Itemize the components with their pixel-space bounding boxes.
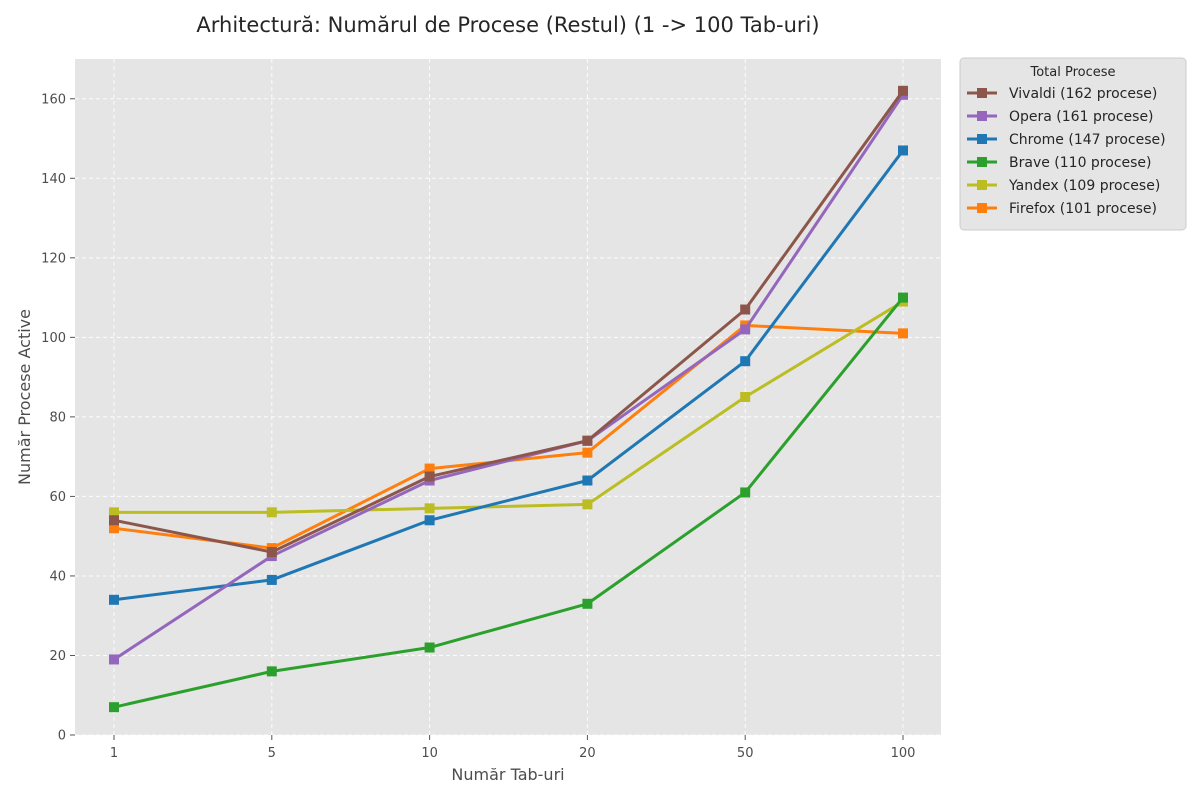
data-point: [109, 594, 119, 605]
data-point: [266, 547, 277, 558]
legend-label: Yandex (109 procese): [1008, 178, 1160, 194]
data-point: [424, 515, 435, 526]
legend-box: [959, 57, 1187, 231]
axes: 0 20 40 60 80 100 120 140 160 1 5 10 20 50 100: [41, 92, 915, 761]
data-point: [266, 574, 277, 585]
data-point: [582, 447, 593, 458]
legend-label: Brave (110 procese): [1009, 155, 1152, 171]
data-point: [740, 304, 751, 315]
series-vivaldi: [109, 85, 908, 558]
legend-swatch-marker: [977, 88, 987, 98]
legend-label: Vivaldi (162 procese): [1009, 86, 1157, 102]
x-tick-label: 1: [110, 746, 118, 761]
series-line: [114, 300, 904, 514]
legend-swatch-marker: [977, 157, 987, 167]
data-point: [582, 499, 593, 510]
series-line: [113, 296, 905, 709]
data-point: [424, 471, 435, 482]
legend-label: Firefox (101 procese): [1009, 201, 1157, 217]
data-point: [740, 324, 751, 335]
data-point: [266, 507, 277, 518]
y-tick-label: 160: [41, 92, 66, 107]
series-line: [113, 149, 905, 602]
chart-title: Arhitectură: Numărul de Procese (Restul)…: [196, 13, 819, 37]
data-point: [582, 475, 593, 486]
y-axis-label: Număr Procese Active: [15, 309, 34, 485]
data-point: [740, 487, 751, 498]
data-point: [424, 642, 435, 653]
grid: [75, 59, 941, 736]
data-point: [898, 292, 908, 303]
y-tick-label: 140: [41, 172, 66, 187]
legend-swatch-marker: [977, 111, 987, 121]
data-point: [740, 392, 751, 402]
y-tick-label: 40: [49, 569, 66, 584]
data-point: [582, 598, 593, 609]
data-point: [109, 654, 119, 665]
legend-item: Chrome (147 procese): [967, 132, 1166, 148]
x-tick-label: 10: [421, 746, 438, 761]
y-tick-label: 20: [49, 649, 66, 664]
y-tick-label: 0: [58, 729, 66, 744]
series-line: [113, 89, 905, 554]
data-point: [109, 702, 119, 713]
x-tick-label: 100: [891, 746, 916, 761]
y-tick-label: 60: [49, 490, 66, 505]
data-point: [424, 503, 435, 514]
data-point: [109, 515, 119, 526]
data-point: [582, 435, 593, 446]
x-tick-label: 20: [579, 746, 596, 761]
x-axis-label: Număr Tab-uri: [451, 765, 564, 784]
data-point: [266, 666, 277, 677]
legend-item: Yandex (109 procese): [967, 178, 1160, 194]
series-brave: [109, 292, 908, 713]
legend-item: Brave (110 procese): [967, 155, 1152, 171]
data-point: [898, 145, 908, 156]
plot-area: [75, 59, 941, 735]
legend-swatch-marker: [977, 180, 987, 190]
x-tick-label: 50: [737, 746, 754, 761]
data-point: [740, 356, 751, 367]
series-line: [113, 93, 905, 661]
legend-label: Chrome (147 procese): [1009, 132, 1166, 148]
x-tick-label: 5: [268, 746, 276, 761]
data-point: [424, 463, 435, 474]
legend-item: Vivaldi (162 procese): [967, 86, 1157, 102]
legend-title: Total Procese: [1029, 65, 1115, 80]
data-point: [109, 523, 119, 534]
y-tick-label: 80: [49, 410, 66, 425]
legend-items: Vivaldi (162 procese) Opera (161 procese)…: [967, 86, 1166, 217]
legend-swatch-marker: [977, 203, 987, 213]
series-chrome: [109, 145, 908, 605]
data-point: [898, 85, 908, 96]
legend-item: Opera (161 procese): [967, 109, 1154, 125]
y-tick-label: 100: [41, 331, 66, 346]
legend-item: Firefox (101 procese): [967, 201, 1157, 217]
y-tick-label: 120: [41, 251, 66, 266]
legend-swatch-marker: [977, 134, 987, 144]
data-point: [898, 328, 908, 339]
series-layer: [109, 85, 908, 713]
legend-label: Opera (161 procese): [1009, 109, 1154, 125]
legend: Total Procese Vivaldi (162 procese) Opera…: [959, 57, 1187, 231]
data-point: [109, 507, 119, 518]
